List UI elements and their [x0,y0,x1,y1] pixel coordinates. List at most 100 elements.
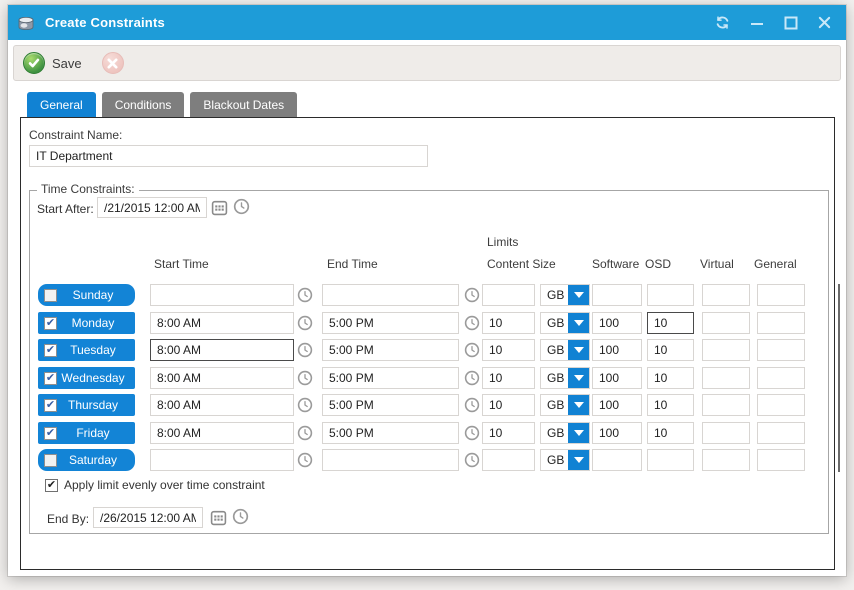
general-limit-input[interactable] [757,394,805,416]
software-limit-input[interactable] [592,312,642,334]
friday-checkbox[interactable] [44,426,57,440]
tab-blackout-dates[interactable]: Blackout Dates [190,92,298,117]
day-toggle-thursday[interactable]: Thursday [38,394,135,416]
general-limit-input[interactable] [757,449,805,471]
osd-limit-input[interactable] [647,449,694,471]
start-time-input[interactable] [150,312,294,334]
tab-general[interactable]: General [27,92,96,117]
start-after-clock-icon[interactable] [233,198,250,215]
save-button[interactable]: Save [23,52,82,74]
day-toggle-friday[interactable]: Friday [38,422,135,444]
end-time-input[interactable] [322,422,459,444]
end-by-input[interactable] [93,507,203,528]
software-limit-input[interactable] [592,367,642,389]
start-clock-icon[interactable] [297,342,314,364]
end-time-input[interactable] [322,394,459,416]
general-limit-input[interactable] [757,312,805,334]
end-time-input[interactable] [322,312,459,334]
content-size-input[interactable] [482,339,535,361]
start-clock-icon[interactable] [297,452,314,474]
end-time-input[interactable] [322,339,459,361]
cancel-button[interactable] [101,52,124,74]
unit-select[interactable]: GB [540,284,590,306]
apply-limit-option[interactable]: Apply limit evenly over time constraint [45,478,265,492]
osd-limit-input[interactable] [647,339,694,361]
end-clock-icon[interactable] [464,315,481,337]
tuesday-checkbox[interactable] [44,343,57,357]
unit-select[interactable]: GB [540,449,590,471]
virtual-limit-input[interactable] [702,422,750,444]
minimize-icon[interactable] [749,15,764,30]
unit-select[interactable]: GB [540,367,590,389]
virtual-limit-input[interactable] [702,312,750,334]
virtual-limit-input[interactable] [702,339,750,361]
refresh-icon[interactable] [715,15,730,30]
end-clock-icon[interactable] [464,452,481,474]
software-limit-input[interactable] [592,422,642,444]
start-time-input[interactable] [150,284,294,306]
end-by-calendar-icon[interactable] [210,509,227,526]
tab-conditions[interactable]: Conditions [101,92,185,117]
day-toggle-saturday[interactable]: Saturday [38,449,135,471]
osd-limit-input[interactable] [647,312,694,334]
virtual-limit-input[interactable] [702,449,750,471]
day-toggle-sunday[interactable]: Sunday [38,284,135,306]
virtual-limit-input[interactable] [702,367,750,389]
end-clock-icon[interactable] [464,397,481,419]
thursday-checkbox[interactable] [44,398,57,412]
end-by-clock-icon[interactable] [232,508,249,525]
content-size-input[interactable] [482,312,535,334]
start-clock-icon[interactable] [297,370,314,392]
software-limit-input[interactable] [592,339,642,361]
unit-select[interactable]: GB [540,422,590,444]
end-time-input[interactable] [322,367,459,389]
end-clock-icon[interactable] [464,425,481,447]
day-toggle-wednesday[interactable]: Wednesday [38,367,135,389]
start-time-input[interactable] [150,449,294,471]
software-limit-input[interactable] [592,284,642,306]
content-size-input[interactable] [482,394,535,416]
start-clock-icon[interactable] [297,287,314,309]
day-toggle-tuesday[interactable]: Tuesday [38,339,135,361]
end-time-input[interactable] [322,284,459,306]
general-limit-input[interactable] [757,284,805,306]
constraint-name-input[interactable] [29,145,428,167]
wednesday-checkbox[interactable] [44,371,57,385]
end-clock-icon[interactable] [464,342,481,364]
software-limit-input[interactable] [592,394,642,416]
osd-limit-input[interactable] [647,394,694,416]
start-clock-icon[interactable] [297,315,314,337]
monday-checkbox[interactable] [44,316,57,330]
general-limit-input[interactable] [757,339,805,361]
start-time-input[interactable] [150,367,294,389]
end-time-input[interactable] [322,449,459,471]
content-size-input[interactable] [482,422,535,444]
osd-limit-input[interactable] [647,367,694,389]
start-after-input[interactable] [97,197,207,218]
saturday-checkbox[interactable] [44,453,57,467]
content-size-input[interactable] [482,449,535,471]
start-time-input[interactable] [150,394,294,416]
virtual-limit-input[interactable] [702,284,750,306]
virtual-limit-input[interactable] [702,394,750,416]
content-size-input[interactable] [482,367,535,389]
apply-limit-checkbox[interactable] [45,478,58,492]
osd-limit-input[interactable] [647,422,694,444]
start-after-calendar-icon[interactable] [211,199,228,216]
start-clock-icon[interactable] [297,397,314,419]
general-limit-input[interactable] [757,422,805,444]
start-clock-icon[interactable] [297,425,314,447]
osd-limit-input[interactable] [647,284,694,306]
close-icon[interactable] [817,15,832,30]
general-limit-input[interactable] [757,367,805,389]
end-clock-icon[interactable] [464,287,481,309]
day-toggle-monday[interactable]: Monday [38,312,135,334]
content-size-input[interactable] [482,284,535,306]
unit-select[interactable]: GB [540,339,590,361]
start-time-input[interactable] [150,422,294,444]
unit-select[interactable]: GB [540,312,590,334]
end-clock-icon[interactable] [464,370,481,392]
maximize-icon[interactable] [783,15,798,30]
start-time-input[interactable] [150,339,294,361]
unit-select[interactable]: GB [540,394,590,416]
